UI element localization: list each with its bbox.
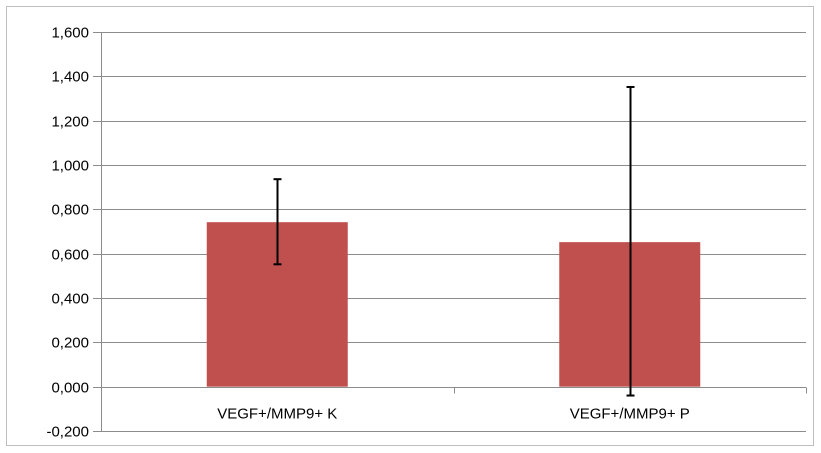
y-tick-label: 1,400 xyxy=(51,69,89,86)
x-tick-label: VEGF+/MMP9+ P xyxy=(570,406,690,423)
y-tick-label: 1,200 xyxy=(51,114,89,131)
x-axis xyxy=(93,32,807,431)
y-tick-label: 0,200 xyxy=(51,335,89,352)
x-tick-labels: VEGF+/MMP9+ K VEGF+/MMP9+ P xyxy=(217,406,690,423)
y-tick-label: 1,000 xyxy=(51,158,89,175)
y-tick-label: -0,200 xyxy=(46,424,89,441)
error-bars xyxy=(273,85,635,397)
x-tick-label: VEGF+/MMP9+ K xyxy=(217,406,337,423)
y-tick-label: 0,600 xyxy=(51,247,89,264)
y-tick-label: 1,600 xyxy=(51,25,89,42)
bars xyxy=(206,222,701,387)
y-tick-labels: -0,200 0,000 0,200 0,400 0,600 0,800 1,000 1,20… xyxy=(46,25,89,441)
y-tick-label: 0,800 xyxy=(51,202,89,219)
y-tick-label: 0,000 xyxy=(51,380,89,397)
y-tick-label: 0,400 xyxy=(51,291,89,308)
